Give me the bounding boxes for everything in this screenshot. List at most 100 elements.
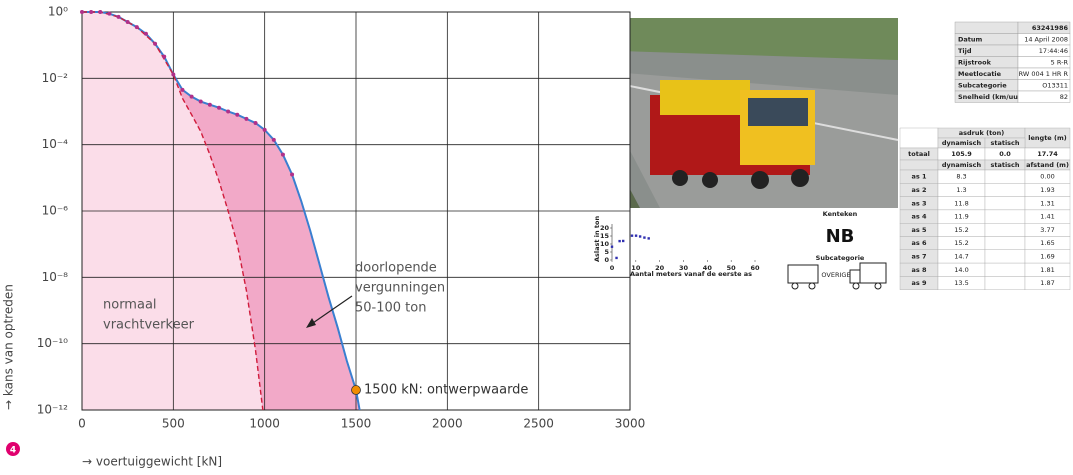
annotation: doorlopende bbox=[355, 261, 437, 276]
cell-text: dynamisch bbox=[942, 139, 982, 147]
cell bbox=[984, 169, 1026, 184]
cell-text: as 9 bbox=[911, 279, 927, 287]
data-point bbox=[107, 11, 112, 16]
cell-text: afstand (m) bbox=[1026, 161, 1069, 169]
cell-text: Meetlocatie bbox=[958, 70, 1002, 78]
data-point bbox=[280, 152, 285, 157]
cell-text: O13311 bbox=[1042, 81, 1068, 89]
cell bbox=[984, 209, 1026, 224]
cell bbox=[984, 222, 1026, 237]
x-tick-label: 0 bbox=[78, 417, 86, 431]
cell-text: 15.2 bbox=[954, 226, 968, 234]
cell-text: as 5 bbox=[911, 226, 927, 234]
data-point bbox=[235, 112, 240, 117]
cell-text: as 7 bbox=[911, 252, 926, 260]
data-point bbox=[143, 31, 148, 36]
data-point bbox=[290, 172, 295, 177]
cell-text: 13.5 bbox=[954, 279, 968, 287]
x-tick-label: 2500 bbox=[523, 417, 554, 431]
vehicle-icons bbox=[787, 262, 887, 290]
y-axis-label: Aslast in ton bbox=[593, 216, 601, 262]
curve bbox=[82, 11, 264, 411]
data-point bbox=[638, 235, 642, 238]
cell-text: Rijstrook bbox=[958, 58, 992, 66]
cell-text: 1.93 bbox=[1040, 186, 1054, 194]
x-tick-label: 10 bbox=[631, 264, 641, 272]
data-point bbox=[217, 105, 221, 110]
annotation: vergunningen bbox=[355, 281, 445, 296]
data-point bbox=[630, 234, 634, 237]
cell-text: totaal bbox=[908, 150, 930, 158]
cell-text: Tijd bbox=[958, 47, 972, 55]
cell-text: 15.2 bbox=[954, 239, 968, 247]
data-point bbox=[171, 72, 176, 77]
plate-title: Kenteken bbox=[823, 210, 858, 218]
cell bbox=[1024, 276, 1071, 290]
cell-text: 82 bbox=[1060, 93, 1068, 101]
cell bbox=[984, 249, 1026, 264]
y-tick-label: 10⁻⁴ bbox=[42, 137, 69, 151]
y-tick-label: 10⁻⁸ bbox=[42, 270, 69, 284]
x-tick-label: 40 bbox=[703, 264, 713, 272]
annotation: 50-100 ton bbox=[355, 301, 426, 316]
cell-text: Datum bbox=[958, 35, 983, 43]
x-axis-label: → voertuiggewicht [kN] bbox=[82, 455, 222, 469]
data-point bbox=[618, 239, 621, 243]
cell bbox=[984, 183, 1026, 197]
data-point bbox=[80, 10, 84, 14]
cell-text: 17.74 bbox=[1037, 150, 1058, 158]
cell-text: as 1 bbox=[911, 173, 927, 181]
figure-number: 4 bbox=[10, 446, 16, 456]
data-point bbox=[98, 10, 103, 14]
plot-frame bbox=[81, 11, 631, 411]
cell-text: dynamisch bbox=[942, 161, 982, 169]
y-tick-label: 10⁰ bbox=[48, 5, 68, 19]
cell-text: Subcategorie bbox=[958, 81, 1007, 89]
y-tick-label: 15 bbox=[600, 232, 610, 240]
x-tick-label: 50 bbox=[727, 264, 737, 272]
data-point bbox=[134, 25, 139, 30]
y-tick-label: 5 bbox=[604, 248, 609, 256]
cell-text: 14.7 bbox=[954, 252, 968, 260]
cell-text: 1.65 bbox=[1040, 239, 1054, 247]
axle-table: asdruk (ton) lengte (m) dynamisch statisch t… bbox=[899, 127, 1071, 290]
y-tick-label: 0 bbox=[604, 256, 609, 264]
cell-text: 1.87 bbox=[1040, 279, 1054, 287]
y-axis-label: → kans van optreden bbox=[2, 284, 16, 410]
x-tick-label: 0 bbox=[610, 264, 615, 272]
plate-value: NB bbox=[826, 226, 855, 247]
design-point bbox=[351, 385, 361, 395]
arrow-head bbox=[306, 318, 316, 328]
cell-text: 63241986 bbox=[1032, 24, 1069, 32]
data-point bbox=[622, 239, 625, 243]
cell-text: 17:44:46 bbox=[1039, 47, 1068, 55]
data-point bbox=[615, 256, 618, 260]
data-point bbox=[125, 19, 130, 24]
data-point bbox=[634, 234, 638, 237]
data-point bbox=[198, 99, 203, 104]
cell-text: as 6 bbox=[911, 239, 927, 247]
y-tick-label: 10⁻² bbox=[42, 71, 69, 85]
data-point bbox=[153, 41, 158, 46]
cell-text: 8.3 bbox=[956, 173, 966, 181]
annotation-arrow bbox=[309, 295, 353, 326]
data-point bbox=[89, 10, 94, 14]
cell-text: 11.9 bbox=[954, 213, 968, 221]
photo bbox=[588, 18, 899, 208]
cell-text: 1.69 bbox=[1040, 252, 1054, 260]
x-tick-label: 1000 bbox=[249, 417, 280, 431]
cell-text: statisch bbox=[990, 139, 1019, 147]
cell-text: as 4 bbox=[911, 213, 927, 221]
data-point bbox=[643, 236, 646, 239]
data-point bbox=[253, 121, 258, 126]
design-point-label: 1500 kN: ontwerpwaarde bbox=[364, 383, 528, 398]
cell-text: as 8 bbox=[911, 266, 927, 274]
cell-text: 1.31 bbox=[1040, 199, 1054, 207]
y-tick-label: 10⁻¹⁰ bbox=[37, 336, 68, 350]
cell-text: asdruk (ton) bbox=[959, 129, 1004, 137]
data-point bbox=[226, 109, 231, 114]
cell bbox=[954, 21, 1019, 34]
annotation: vrachtverkeer bbox=[103, 318, 195, 333]
cell-text: 0.00 bbox=[1040, 173, 1054, 181]
